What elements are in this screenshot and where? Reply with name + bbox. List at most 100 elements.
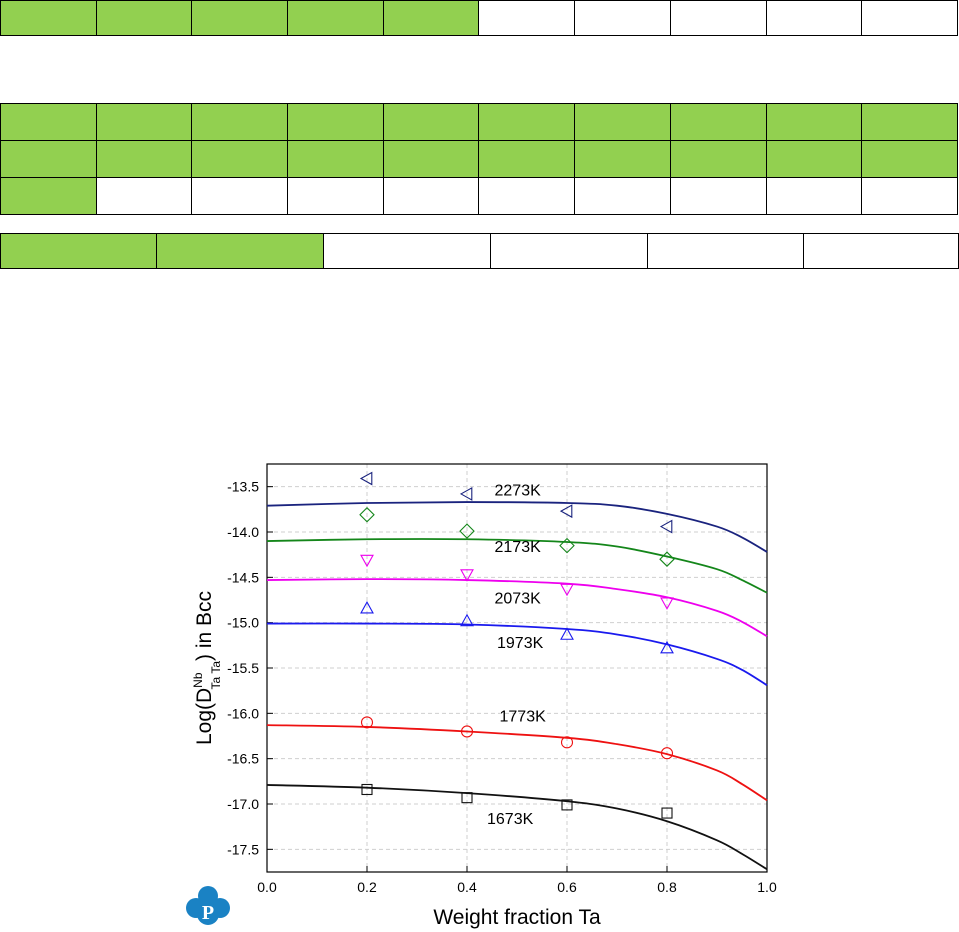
grid-cell-green [765, 140, 863, 178]
grid-row [0, 177, 958, 215]
data-points [359, 471, 675, 819]
data-point-2273K [659, 519, 673, 534]
series-label-1973K: 1973K [497, 635, 544, 652]
data-point-1773K [560, 736, 574, 749]
fit-curves [266, 501, 768, 871]
data-point-2173K [659, 551, 675, 567]
grid-cell-green [287, 140, 384, 178]
color-grid-strip-bottom [0, 233, 959, 269]
data-point-2273K [459, 486, 473, 501]
logo-letter: P [202, 902, 214, 924]
series-labels: 2273K 2173K 2073K 1973K 1773K 1673K [487, 483, 546, 828]
data-point-2073K [560, 583, 574, 597]
color-grid-strip-top [0, 0, 958, 36]
fit-curve-2173K [266, 538, 768, 594]
grid-cell-green [861, 140, 958, 178]
grid-cell-green [669, 103, 767, 141]
grid-cell-white [287, 177, 384, 215]
data-point-1773K [460, 725, 474, 738]
grid-cell-green [0, 0, 97, 36]
fit-curve-1973K [266, 622, 768, 686]
grid-cell-green [95, 140, 193, 178]
y-tick-label: -16.0 [227, 705, 259, 721]
series-label-1773K: 1773K [500, 708, 547, 725]
grid-cell-green [287, 0, 384, 36]
y-tick-label: -13.5 [227, 479, 259, 495]
y-title-sup: Nb [191, 672, 205, 688]
grid-cell-white [861, 0, 958, 36]
x-tick-label: 0.8 [657, 879, 677, 895]
data-point-1673K [561, 799, 573, 811]
data-point-2073K [460, 569, 474, 582]
data-point-1973K [360, 601, 374, 614]
grid-cell-white [382, 177, 480, 215]
grid-cell-green [669, 140, 767, 178]
data-point-1973K [660, 640, 674, 654]
data-point-2173K [559, 537, 575, 554]
data-point-2173K [359, 506, 375, 523]
grid-cell-white [669, 177, 767, 215]
grid-cell-white [647, 233, 804, 269]
grid-cell-green [382, 140, 480, 178]
x-tick-label: 0.4 [457, 879, 477, 895]
grid-cell-green [191, 0, 289, 36]
data-point-1773K [660, 747, 674, 760]
y-tick-label: -17.5 [227, 841, 259, 857]
grid-cell-white [803, 233, 959, 269]
grid-cell-green [382, 103, 480, 141]
grid-cell-green [0, 103, 97, 141]
grid-cell-green [574, 103, 671, 141]
y-tick-label: -15.0 [227, 615, 259, 631]
y-axis-title: Log(DNb Ta Ta) in Bcc [191, 591, 223, 745]
y-title-sub: Ta Ta [209, 661, 223, 690]
grid-row [0, 233, 959, 269]
data-point-2073K [660, 597, 674, 610]
grid-cell-green [156, 233, 324, 269]
grid-cell-green [0, 177, 97, 215]
y-tick-label: -17.0 [227, 796, 259, 812]
grid-row [0, 140, 958, 178]
x-tick-label: 0.2 [357, 879, 377, 895]
grid-cell-white [765, 177, 863, 215]
x-tick-label: 1.0 [757, 879, 777, 895]
data-point-1673K [361, 783, 373, 796]
data-point-2173K [459, 523, 475, 539]
y-tick-label: -14.0 [227, 524, 259, 540]
x-tick-label: 0.6 [557, 879, 577, 895]
grid-row [0, 103, 958, 141]
data-point-1673K [661, 807, 673, 819]
data-point-2073K [360, 554, 374, 568]
grid-cell-green [478, 103, 576, 141]
grid-cell-green [861, 103, 958, 141]
series-label-2273K: 2273K [495, 483, 542, 500]
y-tick-label: -15.5 [227, 660, 259, 676]
grid-cell-green [0, 140, 97, 178]
grid-cell-green [574, 140, 671, 178]
fit-curve-1673K [266, 784, 768, 871]
x-axis-title: Weight fraction Ta [433, 906, 601, 929]
y-title-pre: Log(D [193, 688, 216, 745]
grid-cell-white [765, 0, 863, 36]
y-tick-label: -14.5 [227, 569, 259, 585]
y-title-post: ) in Bcc [193, 591, 216, 661]
series-label-2173K: 2173K [495, 539, 542, 556]
logo-cloud-lobe [197, 903, 219, 925]
grid-cell-green [382, 0, 480, 36]
data-point-1973K [560, 627, 574, 640]
y-axis-ticks: -13.5 -14.0 -14.5 -15.0 -15.5 -16.0 -16.5 -17.0… [227, 479, 273, 857]
fit-curve-2073K [266, 578, 768, 638]
data-point-1673K [461, 792, 473, 804]
grid-cell-green [478, 140, 576, 178]
grid-cell-green [95, 0, 193, 36]
x-axis-ticks: 0.0 0.2 0.4 0.6 0.8 1.0 [257, 866, 777, 895]
grid-row [0, 0, 958, 36]
grid-cell-white [478, 0, 576, 36]
grid-cell-green [765, 103, 863, 141]
grid-cell-white [323, 233, 491, 269]
grid-cell-white [478, 177, 576, 215]
series-label-2073K: 2073K [495, 591, 542, 608]
grid-cell-white [191, 177, 289, 215]
grid-cell-white [574, 0, 671, 36]
data-point-1773K [360, 716, 374, 729]
